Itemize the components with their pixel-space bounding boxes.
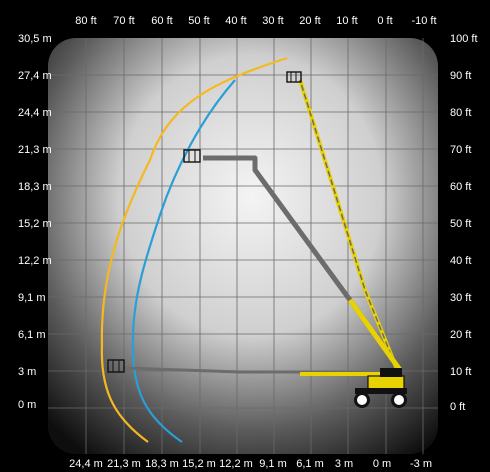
top-ft-label: 30 ft [262,15,283,27]
left-axis-m-labels: 30,5 m 27,4 m 24,4 m 21,3 m 18,3 m 15,2 … [18,33,52,411]
right-ft-label: 50 ft [450,218,471,230]
right-ft-label: 0 ft [450,401,465,413]
right-ft-label: 40 ft [450,255,471,267]
top-ft-label: 70 ft [113,15,134,27]
aerial-lift-machine-icon [107,71,407,408]
right-axis-ft-labels: 100 ft 90 ft 80 ft 70 ft 60 ft 50 ft 40 … [450,33,478,413]
platform-basket-icon [286,71,302,83]
wheel-rear [391,392,407,408]
bottom-m-label: 18,3 m [145,458,179,470]
inner-reach-envelope [131,79,236,443]
chart-background [48,38,438,454]
right-ft-label: 60 ft [450,181,471,193]
left-m-label: 6,1 m [18,329,46,341]
bottom-m-label: 12,2 m [219,458,253,470]
right-ft-label: 90 ft [450,70,471,82]
machine-chassis [367,375,405,391]
top-axis-ft-labels: 80 ft 70 ft 60 ft 50 ft 40 ft 30 ft 20 f… [75,15,436,27]
left-m-label: 15,2 m [18,218,52,230]
bottom-m-label: 6,1 m [296,458,324,470]
top-ft-label: 60 ft [151,15,172,27]
left-m-label: 12,2 m [18,255,52,267]
top-ft-label: 10 ft [336,15,357,27]
right-ft-label: 30 ft [450,292,471,304]
bottom-m-label: 3 m [335,458,353,470]
right-ft-label: 20 ft [450,329,471,341]
bottom-m-label: 0 m [373,458,391,470]
left-m-label: 0 m [18,399,36,411]
right-ft-label: 10 ft [450,366,471,378]
bottom-m-label: 24,4 m [69,458,103,470]
left-m-label: 21,3 m [18,144,52,156]
left-m-label: 27,4 m [18,70,52,82]
left-m-label: 24,4 m [18,107,52,119]
left-m-label: 30,5 m [18,33,52,45]
right-ft-label: 100 ft [450,33,478,45]
bottom-m-label: 21,3 m [107,458,141,470]
left-m-label: 9,1 m [18,292,46,304]
top-ft-label: 20 ft [299,15,320,27]
bottom-m-label: 15,2 m [182,458,216,470]
grid [48,38,438,454]
outer-reach-envelope [100,56,288,443]
left-m-label: 18,3 m [18,181,52,193]
top-ft-label: -10 ft [411,15,436,27]
bottom-m-label: 9,1 m [259,458,287,470]
top-ft-label: 0 ft [377,15,392,27]
top-ft-label: 40 ft [225,15,246,27]
bottom-axis-m-labels: 24,4 m 21,3 m 18,3 m 15,2 m 12,2 m 9,1 m… [69,458,432,470]
wheel-front [354,392,370,408]
top-ft-label: 80 ft [75,15,96,27]
right-ft-label: 70 ft [450,144,471,156]
left-m-label: 3 m [18,366,36,378]
right-ft-label: 80 ft [450,107,471,119]
bottom-m-label: -3 m [410,458,432,470]
top-ft-label: 50 ft [188,15,209,27]
